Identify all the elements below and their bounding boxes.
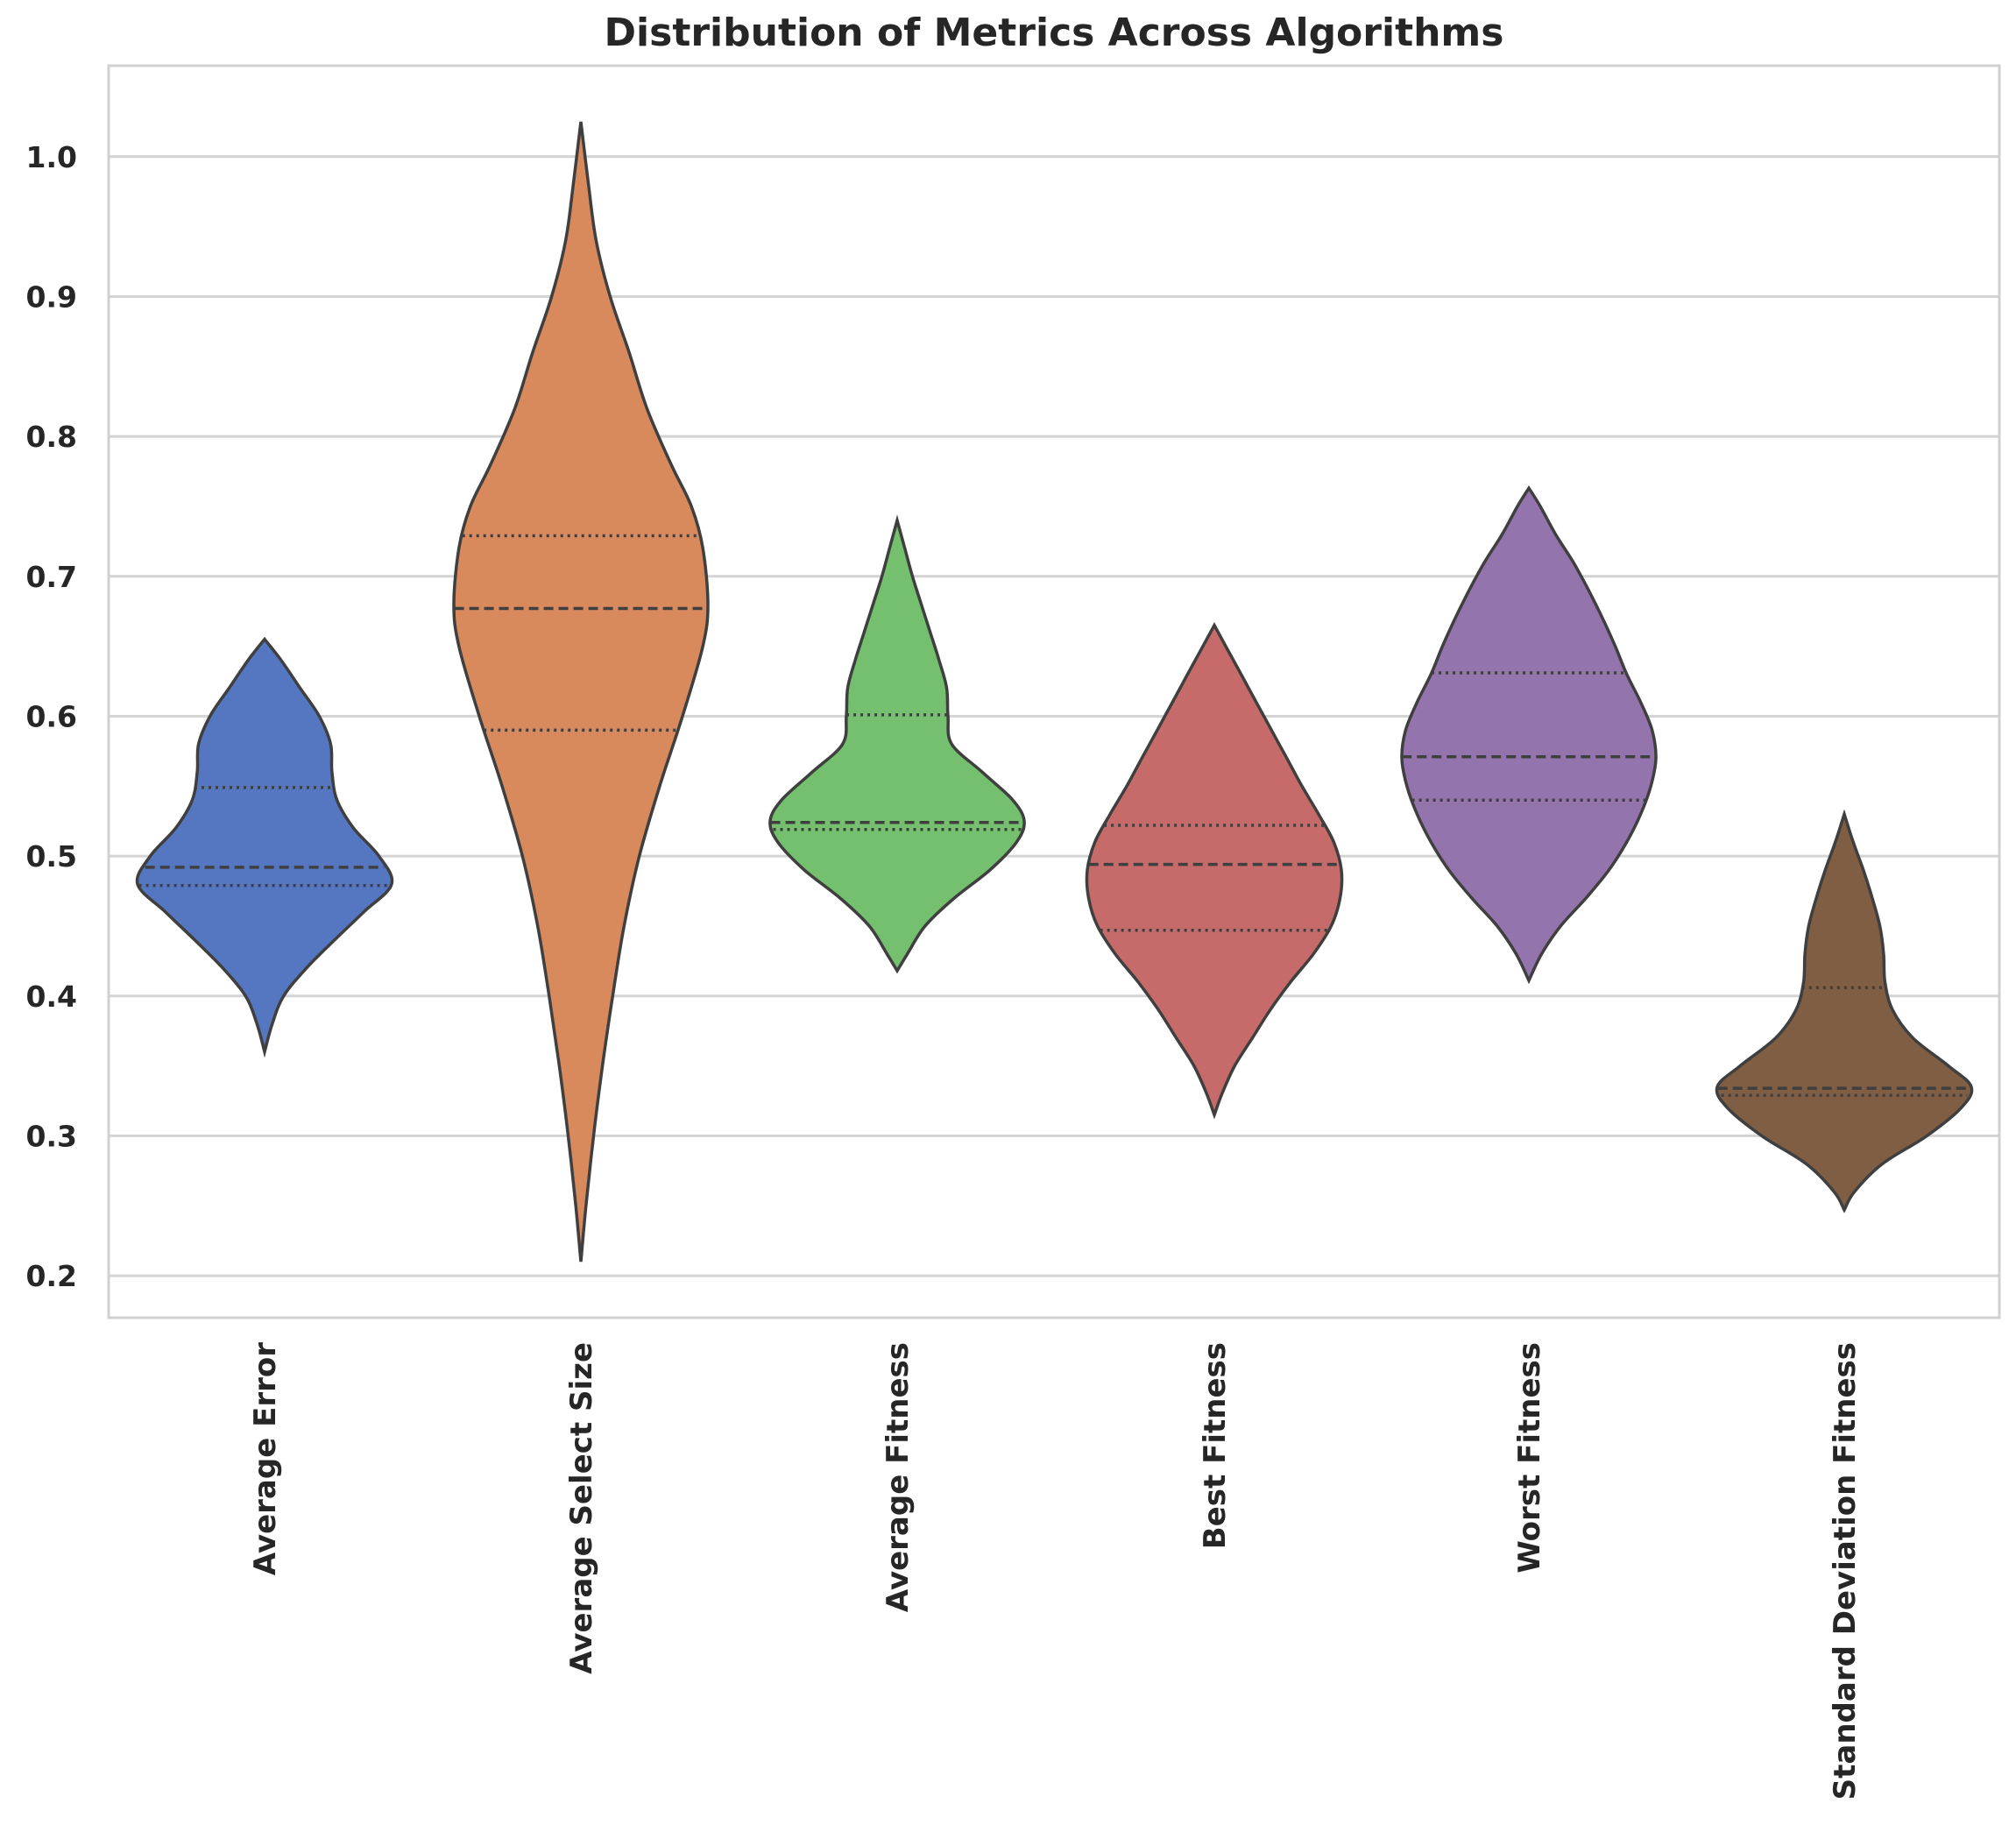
y-axis: 0.2 0.3 0.4 0.5 0.6 0.7 0.8 0.9 1.0 (26, 140, 77, 1293)
violin-average-fitness (768, 514, 1026, 974)
violin-group-standard-deviation-fitness (1715, 809, 1974, 1213)
x-tick-label: Standard Deviation Fitness (1828, 1342, 1863, 1800)
x-tick-label: Worst Fitness (1512, 1342, 1547, 1574)
y-tick-label: 0.6 (26, 699, 77, 733)
violin-group-best-fitness (1085, 622, 1344, 1120)
violin-average-error (135, 636, 394, 1058)
x-tick-label: Average Error (248, 1342, 283, 1575)
violin-group-average-error (135, 636, 394, 1058)
violin-worst-fitness (1400, 485, 1658, 985)
chart-title: Distribution of Metrics Across Algorithm… (605, 11, 1504, 55)
y-tick-label: 0.7 (26, 560, 77, 594)
violin-layer (135, 121, 1974, 1263)
x-axis: Average Error Average Select Size Average … (248, 1342, 1863, 1800)
y-tick-label: 0.9 (26, 279, 77, 314)
violin-group-average-fitness (768, 514, 1026, 974)
violin-average-select-size (452, 121, 710, 1263)
y-tick-label: 0.2 (26, 1259, 77, 1293)
grid-layer (109, 155, 1999, 1277)
y-tick-label: 0.4 (26, 980, 77, 1014)
x-tick-label: Best Fitness (1198, 1342, 1233, 1549)
plot-frame (107, 64, 2001, 1319)
y-tick-label: 0.5 (26, 839, 77, 874)
y-tick-label: 0.8 (26, 420, 77, 454)
x-tick-label: Average Select Size (564, 1342, 599, 1674)
y-tick-label: 1.0 (26, 140, 77, 174)
violin-group-average-select-size (452, 121, 710, 1263)
violin-standard-deviation-fitness (1715, 809, 1974, 1213)
x-tick-label: Average Fitness (881, 1342, 916, 1612)
violin-group-worst-fitness (1400, 485, 1658, 985)
violin-best-fitness (1085, 622, 1344, 1120)
y-tick-label: 0.3 (26, 1119, 77, 1153)
